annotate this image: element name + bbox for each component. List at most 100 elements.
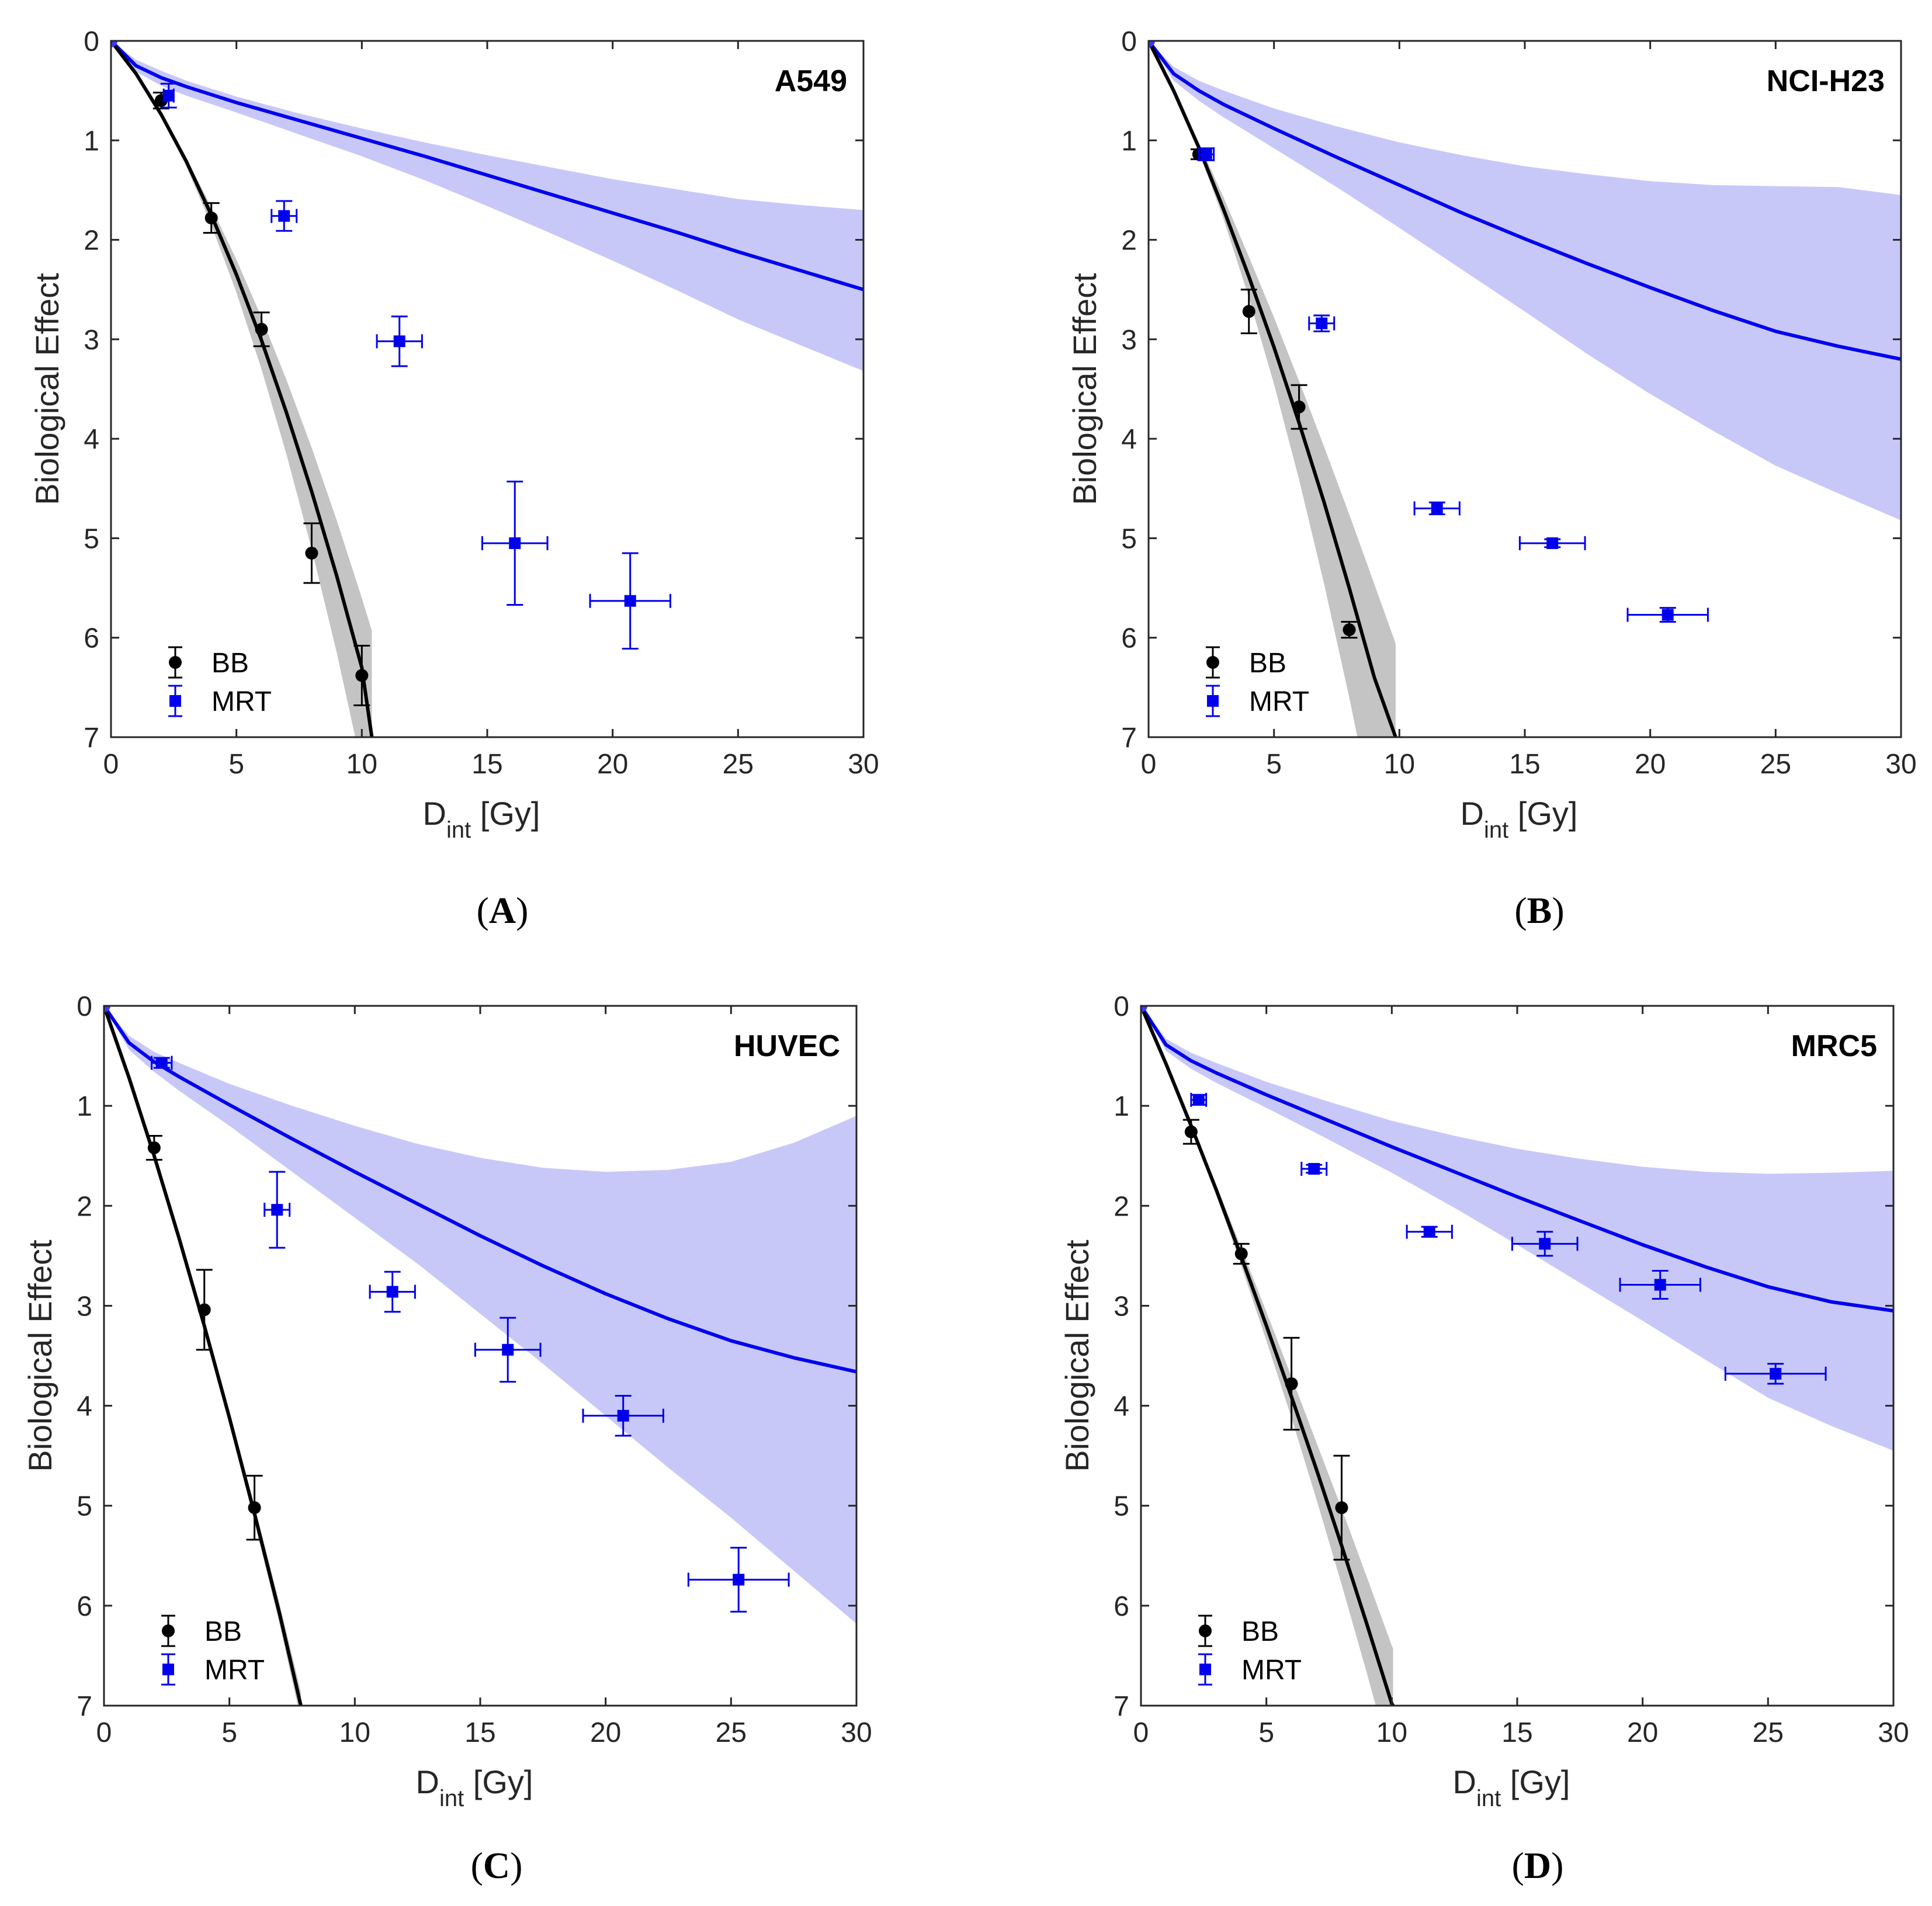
x-tick-label: 15	[464, 1717, 495, 1748]
y-tick-label: 6	[1121, 623, 1137, 654]
y-tick-label: 5	[84, 523, 99, 554]
panel-title: A549	[775, 64, 847, 98]
panel-c: 0 5 10 15 20 25 30 0 1 2 3 4 5 6 7 Dint [Gy] Biological …	[22, 991, 872, 1811]
y-tick-label: 4	[77, 1391, 92, 1422]
y-tick-label: 5	[1121, 523, 1137, 554]
panel-caption: (C)	[471, 1845, 523, 1886]
x-tick-label: 0	[1141, 749, 1157, 780]
panel-title: NCI-H23	[1767, 64, 1885, 98]
x-tick-label: 0	[1133, 1717, 1149, 1748]
mrt-fit-line	[111, 41, 863, 291]
bb-point	[248, 1501, 261, 1515]
mrt-point	[733, 1574, 745, 1586]
bb-point	[1234, 1247, 1248, 1261]
y-tick-label: 5	[1114, 1491, 1129, 1522]
x-tick-label: 0	[103, 749, 119, 780]
x-axis-label: Dint [Gy]	[1453, 1763, 1570, 1811]
mrt-point	[271, 1204, 283, 1216]
legend-bb-marker	[1199, 1624, 1212, 1637]
mrt-point	[1654, 1279, 1666, 1291]
legend-mrt-label: MRT	[211, 686, 272, 717]
y-tick-label: 6	[1114, 1591, 1129, 1622]
x-tick-label: 10	[1376, 1717, 1407, 1748]
y-tick-label: 6	[77, 1591, 92, 1622]
y-tick-label: 7	[77, 1691, 92, 1722]
x-tick-label: 30	[1885, 749, 1916, 780]
bb-point	[197, 1303, 211, 1317]
panel-b: 0 5 10 15 20 25 30 0 1 2 3 4 5 6 7 Dint [Gy] Biological …	[1066, 26, 1917, 843]
x-tick-label: 5	[221, 1717, 237, 1748]
x-tick-label: 20	[1627, 1717, 1658, 1748]
x-tick-label: 25	[716, 1717, 747, 1748]
x-tick-label: 10	[346, 749, 377, 780]
x-tick-label: 20	[1635, 749, 1666, 780]
mrt-point	[386, 1286, 398, 1298]
legend-bb-marker	[162, 1624, 175, 1637]
mrt-uncertainty-band	[111, 41, 863, 372]
y-tick-label: 2	[77, 1191, 92, 1222]
bb-uncertainty-band	[111, 41, 372, 737]
y-tick-label: 7	[84, 723, 99, 754]
mrt-point	[1662, 609, 1674, 621]
y-tick-label: 3	[77, 1291, 92, 1322]
y-tick-label: 7	[1121, 723, 1137, 754]
mrt-fit-line	[1149, 41, 1901, 361]
x-tick-label: 5	[228, 749, 244, 780]
panel-caption: (B)	[1514, 890, 1564, 931]
x-tick-label: 20	[590, 1717, 621, 1748]
y-tick-label: 6	[84, 623, 99, 654]
y-tick-label: 5	[77, 1491, 92, 1522]
x-tick-label: 30	[841, 1717, 872, 1748]
plot-area	[104, 1006, 856, 1706]
mrt-point	[624, 595, 636, 607]
bb-fit-line	[1149, 41, 1397, 737]
bb-point	[1292, 400, 1306, 414]
mrt-uncertainty-band	[1141, 1006, 1893, 1451]
mrt-point	[1308, 1162, 1320, 1175]
legend-mrt-marker	[1199, 1664, 1211, 1675]
y-axis-label: Biological Effect	[29, 273, 65, 505]
x-tick-label: 30	[848, 749, 879, 780]
y-tick-label: 2	[1114, 1191, 1129, 1222]
y-tick-label: 4	[1121, 424, 1137, 455]
x-tick-label: 5	[1266, 749, 1282, 780]
y-tick-label: 2	[1121, 225, 1137, 256]
mrt-point	[509, 537, 521, 549]
bb-uncertainty-band	[1141, 1006, 1393, 1706]
bb-point	[305, 546, 318, 560]
y-tick-label: 0	[84, 26, 99, 57]
mrt-point	[1546, 537, 1559, 549]
mrt-point	[162, 89, 175, 102]
y-tick-label: 3	[84, 325, 99, 356]
bb-fit-line	[1141, 1006, 1395, 1706]
mrt-point	[1770, 1367, 1782, 1380]
bb-point	[1242, 305, 1255, 318]
bb-uncertainty-band	[1149, 41, 1396, 737]
x-tick-label: 15	[471, 749, 502, 780]
y-tick-label: 1	[1121, 126, 1137, 157]
mrt-point	[278, 210, 290, 222]
bb-point	[204, 211, 218, 225]
panel-a: 0 5 10 15 20 25 30 0 1 2 3 4 5 6 7 Dint [Gy] Biological …	[29, 26, 879, 843]
panel-title: HUVEC	[734, 1029, 840, 1063]
legend-mrt-marker	[1207, 695, 1219, 707]
x-axis-label: Dint [Gy]	[416, 1763, 533, 1811]
origin-point	[104, 1006, 110, 1012]
x-tick-label: 0	[96, 1717, 112, 1748]
mrt-point	[1431, 502, 1443, 515]
x-tick-label: 25	[723, 749, 754, 780]
mrt-point	[1200, 148, 1212, 161]
plot-area	[1149, 41, 1901, 737]
legend-bb-label: BB	[1249, 648, 1286, 679]
bb-point	[147, 1141, 161, 1155]
y-tick-label: 1	[1114, 1091, 1129, 1122]
mrt-point	[1316, 317, 1328, 329]
y-tick-label: 3	[1114, 1291, 1129, 1322]
mrt-point	[617, 1409, 629, 1422]
x-tick-label: 15	[1501, 1717, 1532, 1748]
x-tick-label: 10	[1384, 749, 1415, 780]
x-axis-label: Dint [Gy]	[423, 795, 540, 843]
y-tick-label: 1	[77, 1091, 92, 1122]
y-tick-label: 0	[77, 991, 92, 1022]
